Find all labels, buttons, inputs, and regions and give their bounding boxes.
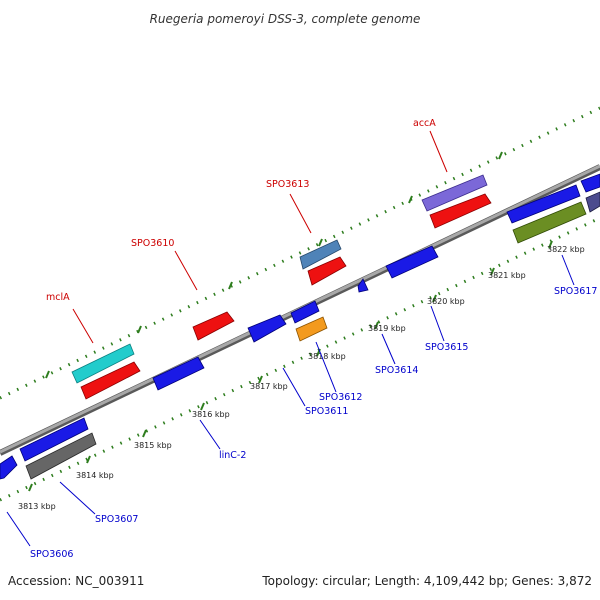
tick-label: 3820 kbp xyxy=(427,297,465,306)
reverse-labels: SPO3606 SPO3607 linC-2 SPO3611 SPO3612 S… xyxy=(30,286,597,560)
gene-SPO3610[interactable] xyxy=(192,311,235,341)
gene-label[interactable]: SPO3611 xyxy=(305,406,348,417)
major-tick xyxy=(228,281,233,290)
major-tick xyxy=(548,240,553,249)
gene-label[interactable]: mclA xyxy=(46,292,70,303)
leader-line xyxy=(315,341,337,393)
gene-label[interactable]: SPO3612 xyxy=(319,392,362,403)
gene-dark-reverse[interactable] xyxy=(585,191,600,213)
accession-text: Accession: NC_003911 xyxy=(8,574,144,588)
tick-label: 3813 kbp xyxy=(18,502,56,511)
major-tick xyxy=(258,375,263,384)
gene-SPO3617[interactable] xyxy=(512,201,587,244)
major-tick xyxy=(142,429,147,438)
leader-line xyxy=(561,254,575,286)
tick-label: 3816 kbp xyxy=(192,410,230,419)
gene-blue-reverse[interactable] xyxy=(580,173,600,193)
leader-line xyxy=(59,481,96,515)
gene-SPO3612[interactable] xyxy=(295,316,328,342)
tick-label: 3819 kbp xyxy=(368,324,406,333)
genome-summary-text: Topology: circular; Length: 4,109,442 bp… xyxy=(261,574,592,588)
gene-red-forward[interactable] xyxy=(80,361,141,400)
map-title: Ruegeria pomeroyi DSS-3, complete genome xyxy=(150,12,421,26)
gene-blue-reverse[interactable] xyxy=(506,184,581,224)
forward-genes xyxy=(71,174,492,400)
reverse-tick-row xyxy=(0,216,600,502)
tick-labels: 3813 kbp 3814 kbp 3815 kbp 3816 kbp 3817… xyxy=(18,245,585,511)
tick-marks xyxy=(0,106,600,502)
major-tick xyxy=(200,402,205,411)
reverse-leader-lines xyxy=(6,254,575,547)
forward-leader-lines xyxy=(72,130,448,344)
tick-label: 3814 kbp xyxy=(76,471,114,480)
major-tick xyxy=(498,151,503,160)
gene-SPO3606[interactable] xyxy=(0,455,18,480)
leader-line xyxy=(381,333,396,365)
leader-line xyxy=(430,305,445,342)
gene-blue-reverse[interactable] xyxy=(290,300,320,324)
major-tick xyxy=(374,321,379,330)
leader-line xyxy=(174,250,198,291)
gene-label[interactable]: linC-2 xyxy=(219,450,246,461)
major-tick xyxy=(45,370,50,379)
gene-linC-2[interactable] xyxy=(152,356,205,391)
tick-label: 3818 kbp xyxy=(308,352,346,361)
gene-label[interactable]: SPO3617 xyxy=(554,286,597,297)
reverse-genes xyxy=(0,173,600,480)
gene-red-forward[interactable] xyxy=(429,193,492,229)
major-tick xyxy=(137,325,142,334)
forward-tick-row xyxy=(0,106,600,400)
gene-accA[interactable] xyxy=(421,174,488,212)
major-tick xyxy=(86,455,91,464)
leader-line xyxy=(199,419,221,450)
gene-SPO3614[interactable] xyxy=(357,278,369,293)
major-tick xyxy=(432,294,437,303)
forward-labels: mclA SPO3610 SPO3613 accA xyxy=(46,118,436,303)
gene-SPO3607[interactable] xyxy=(25,432,97,480)
major-tick xyxy=(318,238,323,247)
gene-label[interactable]: SPO3614 xyxy=(375,365,418,376)
gene-SPO3613[interactable] xyxy=(299,239,342,270)
major-tick xyxy=(408,195,413,204)
tick-label: 3815 kbp xyxy=(134,441,172,450)
gene-mclA[interactable] xyxy=(71,343,135,384)
gene-label[interactable]: SPO3606 xyxy=(30,549,73,560)
gene-label[interactable]: accA xyxy=(413,118,436,129)
major-tick xyxy=(490,267,495,276)
gene-label[interactable]: SPO3607 xyxy=(95,514,138,525)
leader-line xyxy=(282,367,306,407)
gene-label[interactable]: SPO3613 xyxy=(266,179,309,190)
leader-line xyxy=(72,308,94,344)
major-tick xyxy=(28,483,33,492)
gene-label[interactable]: SPO3615 xyxy=(425,342,468,353)
tick-label: 3821 kbp xyxy=(488,271,526,280)
leader-line xyxy=(6,511,31,547)
gene-SPO3611[interactable] xyxy=(247,314,287,343)
leader-line xyxy=(429,130,448,173)
gene-blue-reverse[interactable] xyxy=(19,417,89,462)
gene-label[interactable]: SPO3610 xyxy=(131,238,174,249)
gene-red-forward[interactable] xyxy=(307,256,347,286)
gene-SPO3615[interactable] xyxy=(385,245,439,279)
tick-label: 3822 kbp xyxy=(547,245,585,254)
leader-line xyxy=(289,193,312,234)
tick-label: 3817 kbp xyxy=(250,382,288,391)
